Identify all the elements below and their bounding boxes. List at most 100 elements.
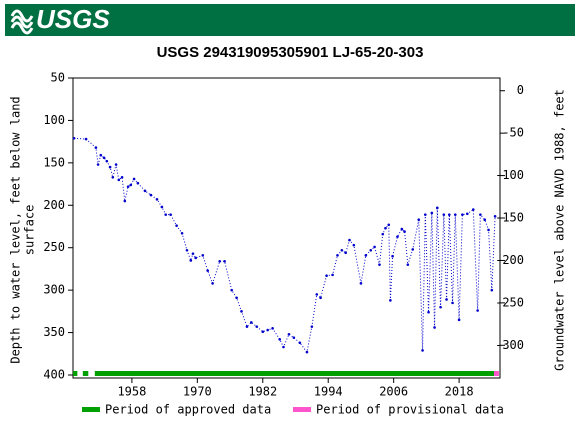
data-point — [439, 305, 442, 309]
y-axis-label: Depth to water level, feet below land — [9, 96, 23, 363]
data-point — [164, 213, 168, 216]
data-point — [411, 248, 415, 251]
y-tick-label: 50 — [51, 71, 65, 85]
data-point — [340, 248, 344, 252]
data-point — [136, 181, 140, 185]
data-point — [476, 309, 479, 312]
data-point — [305, 350, 309, 354]
data-point — [352, 243, 356, 247]
data-point — [471, 208, 475, 211]
data-point — [261, 330, 265, 334]
data-point — [344, 251, 347, 255]
y-tick-label: 350 — [43, 325, 65, 339]
y2-tick-label: -150 — [495, 211, 524, 225]
data-point — [114, 163, 118, 166]
data-point — [430, 211, 434, 215]
data-point — [447, 213, 451, 216]
header-band — [5, 4, 575, 36]
x-tick-label: 2006 — [379, 385, 408, 399]
data-point — [123, 199, 127, 203]
data-point — [194, 256, 198, 260]
data-point — [336, 254, 339, 257]
data-point — [189, 259, 193, 262]
data-point — [381, 232, 385, 236]
data-point — [442, 213, 446, 216]
data-point — [230, 288, 233, 292]
x-tick-label: 1970 — [183, 385, 212, 399]
data-point — [282, 345, 285, 349]
y2-tick-label: -300 — [495, 338, 524, 352]
legend-label: Period of approved data — [105, 403, 271, 417]
data-point — [185, 248, 189, 252]
data-point — [255, 325, 259, 328]
data-point — [391, 254, 394, 258]
data-point — [94, 146, 98, 149]
y-axis-label: surface — [23, 205, 37, 256]
data-point — [461, 213, 464, 216]
data-point — [493, 215, 497, 218]
legend-swatch — [293, 407, 311, 412]
x-tick-label: 1958 — [117, 385, 146, 399]
data-point — [310, 325, 314, 328]
logo-icon — [10, 9, 34, 35]
data-point — [396, 235, 399, 238]
data-period — [494, 371, 499, 376]
data-point — [465, 212, 469, 216]
y-tick-label: 150 — [43, 155, 65, 169]
data-point — [132, 177, 136, 181]
data-point — [201, 254, 205, 257]
data-point — [457, 318, 461, 322]
data-point — [143, 189, 147, 193]
y-tick-label: 400 — [43, 368, 65, 382]
y2-tick-label: 0 — [517, 83, 524, 97]
data-point — [378, 263, 381, 266]
data-point — [169, 213, 172, 216]
data-point — [72, 136, 76, 140]
data-point — [206, 269, 209, 272]
data-point — [120, 175, 124, 179]
data-point — [211, 282, 214, 285]
data-point — [278, 338, 281, 341]
series-line — [74, 137, 496, 354]
data-point — [266, 328, 269, 332]
data-point — [271, 327, 274, 330]
data-point — [287, 332, 291, 336]
data-point — [149, 193, 153, 197]
y2-tick-label: -200 — [495, 253, 524, 267]
data-point — [240, 310, 243, 313]
x-tick-label: 1982 — [248, 385, 277, 399]
y-tick-label: 200 — [43, 198, 65, 212]
data-point — [453, 213, 457, 216]
data-point — [490, 288, 494, 292]
data-point — [479, 213, 482, 216]
x-tick-label: 2018 — [445, 385, 474, 399]
y-tick-label: 250 — [43, 240, 65, 254]
data-point — [451, 301, 454, 305]
data-point — [105, 159, 109, 163]
data-period — [94, 371, 495, 376]
data-point — [359, 282, 363, 285]
data-point — [99, 153, 103, 157]
data-point — [155, 198, 159, 201]
data-point — [160, 205, 164, 209]
y-tick-label: 100 — [43, 113, 65, 127]
y2-axis-label: Groundwater level above NAVD 1988, feet — [553, 89, 567, 371]
data-point — [235, 296, 238, 300]
data-period — [73, 371, 78, 376]
data-point — [384, 226, 387, 230]
data-point — [487, 228, 490, 232]
y2-tick-label: -50 — [502, 126, 524, 140]
data-point — [96, 163, 100, 166]
data-point — [423, 213, 427, 216]
data-point — [245, 325, 249, 328]
data-point — [111, 175, 115, 179]
data-point — [298, 341, 302, 345]
data-point — [129, 183, 133, 187]
data-point — [417, 218, 421, 222]
data-point — [223, 259, 226, 263]
data-point — [108, 165, 112, 169]
data-point — [400, 227, 404, 231]
data-period — [82, 371, 89, 376]
data-point — [389, 299, 392, 302]
